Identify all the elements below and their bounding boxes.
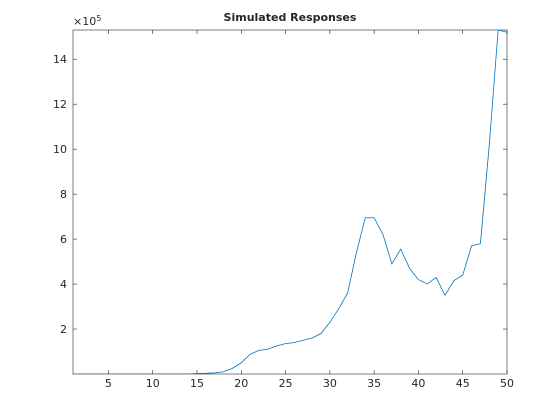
multiplier-exponent: 5 bbox=[96, 14, 101, 23]
x-tick-label: 25 bbox=[279, 377, 293, 390]
x-tick-label: 20 bbox=[234, 377, 248, 390]
x-tick-label: 40 bbox=[411, 377, 425, 390]
line-series bbox=[73, 30, 507, 374]
x-tick-label: 50 bbox=[500, 377, 514, 390]
y-tick-label: 4 bbox=[60, 278, 67, 291]
y-tick-label: 12 bbox=[53, 98, 67, 111]
y-tick-label: 14 bbox=[53, 53, 67, 66]
y-multiplier: ×105 bbox=[73, 14, 101, 28]
plot-area bbox=[72, 29, 508, 375]
multiplier-base: ×10 bbox=[73, 15, 96, 28]
y-tick-label: 10 bbox=[53, 143, 67, 156]
x-tick-label: 45 bbox=[456, 377, 470, 390]
x-tick-label: 30 bbox=[323, 377, 337, 390]
x-tick-label: 10 bbox=[146, 377, 160, 390]
chart-title: Simulated Responses bbox=[224, 11, 357, 24]
y-tick-label: 6 bbox=[60, 233, 67, 246]
x-tick-label: 15 bbox=[190, 377, 204, 390]
x-tick-label: 35 bbox=[367, 377, 381, 390]
y-tick-label: 2 bbox=[60, 323, 67, 336]
x-tick-label: 5 bbox=[105, 377, 112, 390]
y-tick-label: 8 bbox=[60, 188, 67, 201]
